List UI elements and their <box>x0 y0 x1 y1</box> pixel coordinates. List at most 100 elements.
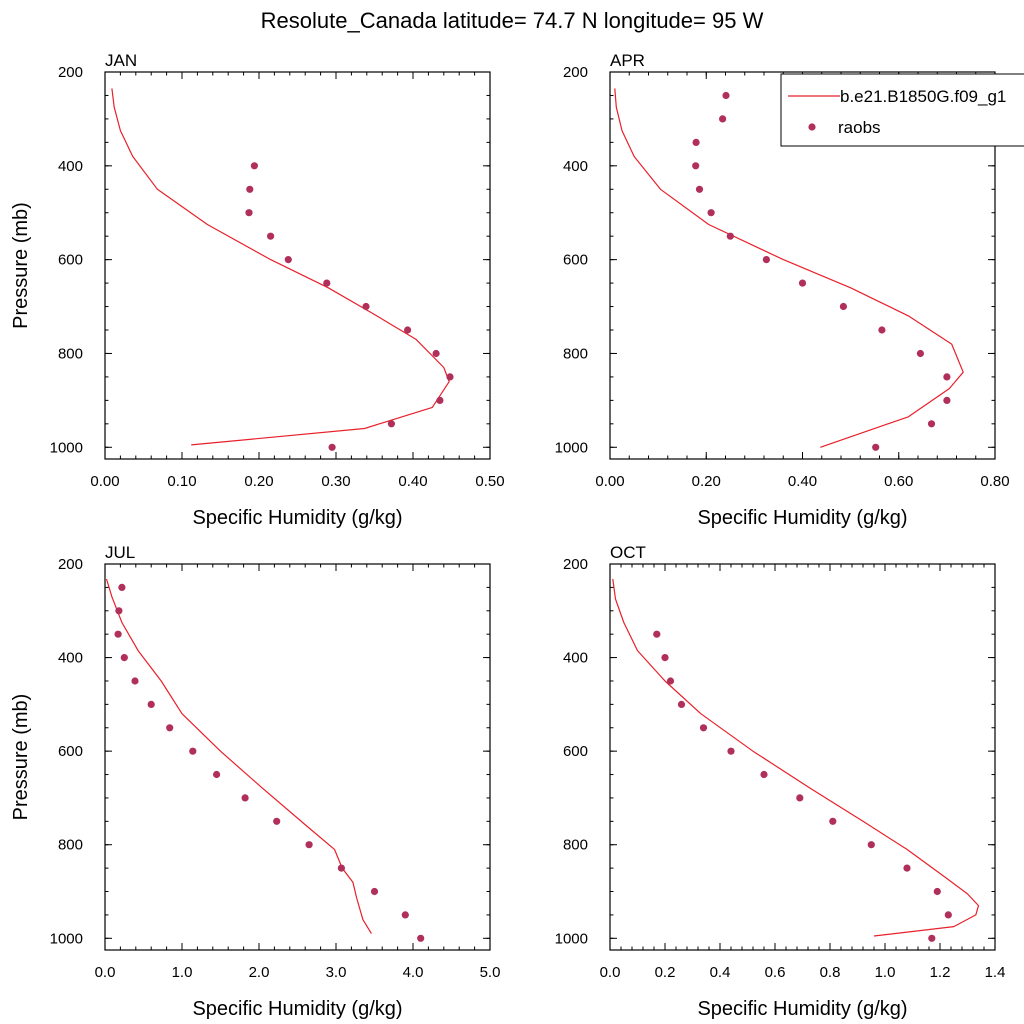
x-tick-label: 0.2 <box>655 964 676 981</box>
raobs-point-oct <box>760 770 768 779</box>
x-axis-title: Specific Humidity (g/kg) <box>192 998 402 1020</box>
raobs-point-apr <box>762 256 771 264</box>
raobs-point-oct <box>796 794 804 802</box>
x-tick-label: 0.8 <box>820 964 841 981</box>
raobs-point-jan <box>446 373 454 381</box>
raobs-point-jan <box>250 162 258 170</box>
x-axis-title: Specific Humidity (g/kg) <box>697 507 907 529</box>
raobs-point-jul <box>114 630 122 638</box>
raobs-point-apr <box>798 279 807 287</box>
raobs-point-oct <box>666 677 675 685</box>
x-tick-label: 0.0 <box>600 964 621 981</box>
panel-label-jul: JUL <box>105 543 135 562</box>
raobs-point-jan <box>362 302 370 311</box>
y-tick-label: 600 <box>58 252 83 269</box>
x-tick-label: 0.60 <box>884 473 913 490</box>
raobs-point-jan <box>328 443 336 451</box>
panel-jan: JAN 0.00 0.10 0.20 0.30 0.40 0.50 200 400 600 800 1… <box>10 51 505 529</box>
panels: JAN 0.00 0.10 0.20 0.30 0.40 0.50 200 400 600 800 1… <box>10 51 1010 1020</box>
raobs-point-apr <box>719 115 727 123</box>
raobs-point-jul <box>166 724 174 732</box>
raobs-point-apr <box>839 302 848 311</box>
y-tick-label: 200 <box>563 64 588 81</box>
raobs-point-apr <box>695 185 704 193</box>
y-tick-label: 1000 <box>555 439 588 456</box>
raobs-point-oct <box>944 911 952 919</box>
raobs-point-apr <box>722 91 730 100</box>
raobs-point-apr <box>707 209 715 217</box>
raobs-point-jul <box>337 864 345 872</box>
figure-title: Resolute_Canada latitude= 74.7 N longitu… <box>261 8 764 33</box>
y-tick-label: 800 <box>58 345 83 362</box>
panel-apr: APR 0.00 0.20 0.40 0.60 0.80 200 400 600 800 1000 S… <box>555 51 1010 529</box>
plot-frame-jan <box>104 71 491 460</box>
legend: b.e21.B1850G.f09_g1 raobs <box>780 73 1024 147</box>
x-tick-label: 0.20 <box>692 473 721 490</box>
plot-frame-jul <box>104 563 491 951</box>
y-tick-label: 600 <box>563 252 588 269</box>
raobs-point-jan <box>284 256 292 264</box>
panel-label-oct: OCT <box>610 543 646 562</box>
raobs-point-apr <box>943 396 951 404</box>
y-tick-label: 400 <box>563 158 588 175</box>
raobs-point-oct <box>903 864 911 872</box>
panel-label-apr: APR <box>610 51 645 70</box>
x-tick-label: 5.0 <box>480 964 501 981</box>
y-axis-title: Pressure (mb) <box>10 694 32 821</box>
panel-jul: JUL 0.0 1.0 2.0 3.0 4.0 5.0 200 400 600 800 1000 Spe… <box>10 543 500 1020</box>
raobs-point-jul <box>147 700 155 709</box>
raobs-point-oct <box>829 817 837 825</box>
raobs-point-apr <box>872 443 880 451</box>
raobs-point-jul <box>213 770 221 779</box>
x-tick-label: 4.0 <box>403 964 424 981</box>
x-tick-label: 0.00 <box>595 473 624 490</box>
raobs-point-jan <box>246 185 254 193</box>
raobs-point-jul <box>273 817 281 825</box>
raobs-point-jul <box>131 677 139 685</box>
raobs-point-apr <box>943 373 951 381</box>
model-profile-line-jul <box>105 578 372 934</box>
raobs-point-jul <box>189 747 197 755</box>
x-tick-label: 0.6 <box>765 964 786 981</box>
x-tick-label: 0.80 <box>980 473 1009 490</box>
raobs-point-jan <box>404 326 412 334</box>
raobs-point-apr <box>692 138 700 146</box>
raobs-point-jan <box>245 209 253 217</box>
raobs-point-jan <box>436 396 444 404</box>
raobs-point-apr <box>916 349 925 358</box>
raobs-point-oct <box>933 887 941 896</box>
legend-model-label: b.e21.B1850G.f09_g1 <box>840 87 1006 106</box>
y-tick-label: 600 <box>563 743 588 760</box>
x-tick-label: 0.40 <box>788 473 817 490</box>
raobs-point-jan <box>387 420 395 428</box>
raobs-point-apr <box>692 162 700 170</box>
model-profile-line-jan <box>111 88 450 446</box>
x-tick-label: 1.2 <box>930 964 951 981</box>
raobs-point-oct <box>653 630 661 638</box>
x-tick-label: 0.4 <box>710 964 731 981</box>
raobs-point-oct <box>727 747 735 755</box>
raobs-point-oct <box>699 724 708 732</box>
raobs-point-apr <box>878 326 886 334</box>
x-tick-label: 2.0 <box>249 964 270 981</box>
raobs-point-apr <box>927 420 936 428</box>
raobs-point-oct <box>661 654 669 662</box>
y-tick-label: 200 <box>563 556 588 573</box>
raobs-point-oct <box>677 700 686 709</box>
y-tick-label: 200 <box>58 556 83 573</box>
y-axis-title: Pressure (mb) <box>10 202 32 329</box>
y-tick-label: 600 <box>58 743 83 760</box>
x-tick-label: 0.00 <box>90 473 119 490</box>
raobs-point-jul <box>370 887 379 896</box>
y-tick-label: 800 <box>563 345 588 362</box>
raobs-point-jul <box>118 583 126 592</box>
model-profile-line-oct <box>612 578 980 937</box>
x-tick-label: 0.20 <box>244 473 273 490</box>
legend-obs-label: raobs <box>838 118 881 137</box>
x-tick-label: 0.10 <box>167 473 196 490</box>
raobs-point-jul <box>401 911 409 919</box>
x-tick-label: 0.40 <box>398 473 427 490</box>
y-tick-label: 1000 <box>50 930 83 947</box>
y-tick-label: 400 <box>58 158 83 175</box>
